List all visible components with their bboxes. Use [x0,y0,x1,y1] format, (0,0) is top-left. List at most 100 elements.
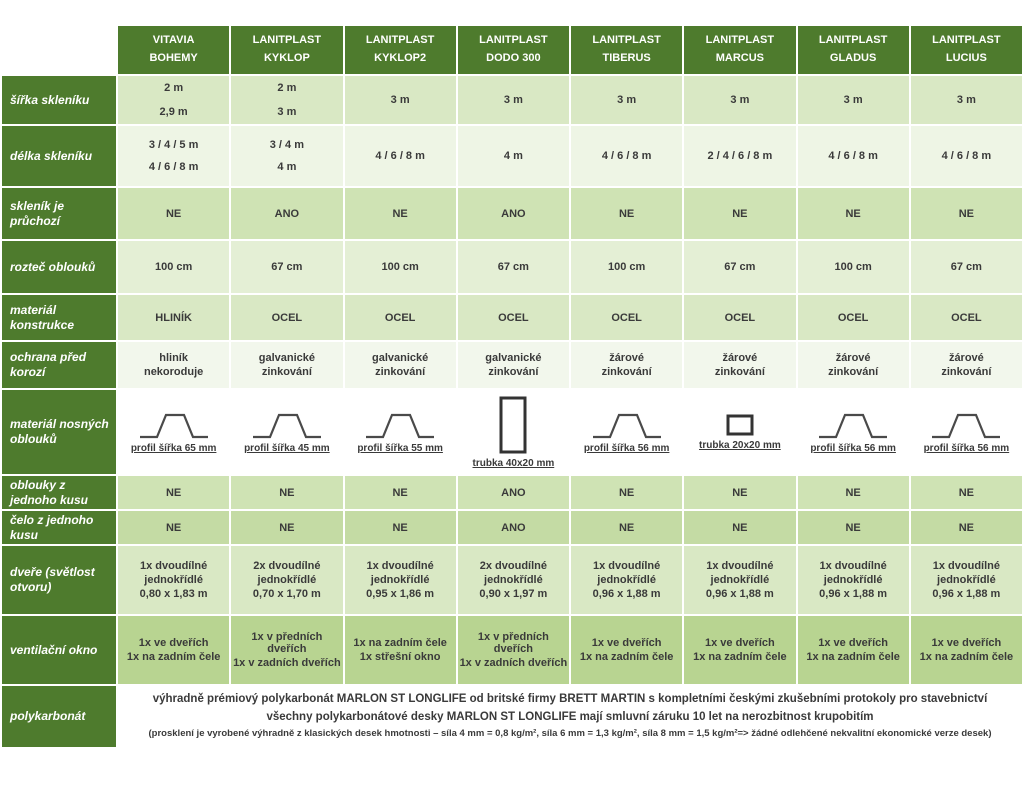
cell-content: NE [911,208,1022,220]
cell-line: NE [958,486,975,499]
table-cell: 1x ve dveřích 1x na zadním čele [908,614,1024,686]
cell-content: žárové zinkování [571,352,682,378]
table-cell: NE [908,186,1024,241]
table-cell: 2x dvoudílné jednokřídlé 0,70 x 1,70 m [229,544,345,616]
table-cell: profil šířka 45 mm [229,388,345,476]
cell-line: 3 m [956,94,976,106]
table-cell: ANO [455,186,572,241]
row-label: dveře (světlost otvoru) [0,544,118,616]
table-cell: OCEL [908,293,1024,342]
cell-content: profil šířka 56 mm [571,410,682,454]
cell-content: OCEL [345,312,456,324]
cell-line: zinkování [714,366,765,378]
cell-line: 67 cm [950,261,982,273]
table-row-polycarbonate: polykarbonát výhradně prémiový polykarbon… [0,684,1024,749]
cell-line: OCEL [837,311,869,324]
cell-content: ANO [231,208,342,220]
cell-line: 3 m [277,106,297,118]
row-label: materiál nosných oblouků [0,388,118,476]
cell-content: 3 m [571,94,682,106]
hat-profile-icon [819,413,888,439]
cell-content: NE [911,522,1022,534]
cell-line: NE [958,207,975,220]
row-label: ventilační okno [0,614,118,686]
table-cell: OCEL [229,293,345,342]
table-cell: 2 m 2,9 m [115,74,232,126]
cell-line: 1x na zadním čele [353,637,447,649]
table-row: materiál nosných oblouků profil šířka 65 … [0,388,1024,476]
cell-line: 4 m [277,161,297,173]
row-label: šířka skleníku [0,74,118,126]
row-label: čelo z jednoho kusu [0,509,118,546]
table-cell: OCEL [568,293,685,342]
cell-content: 4 / 6 / 8 m [798,150,909,162]
table-cell: NE [115,474,232,511]
cell-line: žárové [722,352,758,364]
table-cell: NE [908,509,1024,546]
cell-line: jednokřídlé [370,574,430,586]
table-cell: ANO [229,186,345,241]
cell-content: 3 m [798,94,909,106]
cell-line: 1x dvoudílné [706,560,774,572]
cell-line: zinkování [261,366,312,378]
cell-content: 2 / 4 / 6 / 8 m [684,150,795,162]
cell-line: 0,95 x 1,86 m [366,588,435,600]
cell-content: ANO [458,487,569,499]
cell-line: zinkování [375,366,426,378]
cell-line: 2 / 4 / 6 / 8 m [707,150,773,162]
column-header: LANITPLAST DODO 300 [455,24,572,76]
column-header: LANITPLAST TIBERUS [568,24,685,76]
comparison-table: VITAVIA BOHEMY LANITPLAST KYKLOP LANITPLAST K… [0,24,1024,749]
cell-line: OCEL [611,311,642,324]
profile-caption: profil šířka 55 mm [357,443,443,454]
cell-line: 0,96 x 1,88 m [592,588,661,600]
cell-line: 3 m [390,94,410,106]
cell-content: 1x dvoudílné jednokřídlé 0,96 x 1,88 m [684,560,795,600]
table-cell: žárové zinkování [795,340,911,390]
table-cell: 4 / 6 / 8 m [908,124,1024,188]
cell-line: 2 m [164,82,184,94]
hat-profile-icon [252,413,321,439]
cell-content: NE [684,208,795,220]
cell-line: žárové [609,352,645,364]
table-cell: 67 cm [908,239,1024,295]
column-header: VITAVIA BOHEMY [115,24,232,76]
table-cell: 4 / 6 / 8 m [795,124,911,188]
hat-profile-icon [366,413,435,439]
table-cell: profil šířka 56 mm [568,388,685,476]
model-name: MARCUS [715,52,765,64]
table-cell: NE [568,474,685,511]
cell-content: HLINÍK [118,312,229,324]
cell-line: 100 cm [607,261,646,273]
cell-content: 3 / 4 m 4 m [231,139,342,173]
brand-name: LANITPLAST [592,34,661,47]
cell-line: NE [392,521,408,534]
cell-content: OCEL [911,312,1022,324]
cell-line: 67 cm [497,261,529,273]
cell-line: jednokřídlé [597,574,656,586]
cell-line: galvanické [258,352,315,364]
cell-line: 1x dvoudílné [366,560,434,572]
table-header: VITAVIA BOHEMY LANITPLAST KYKLOP LANITPLAST K… [0,24,1024,76]
table-cell: NE [908,474,1024,511]
cell-line: 2 m [277,82,297,94]
cell-content: profil šířka 55 mm [345,410,456,454]
table-cell: NE [682,474,798,511]
table-cell: 67 cm [229,239,345,295]
cell-content: 2x dvoudílné jednokřídlé 0,70 x 1,70 m [231,560,342,600]
table-cell: 1x v předních dveřích 1x v zadních dveříc… [229,614,345,686]
table-body: šířka skleníku 2 m 2,9 m 2 m 3 m 3 m 3 m 3 m 3 m… [0,74,1024,749]
table-cell: OCEL [455,293,572,342]
cell-line: 1x dvoudílné [819,560,887,572]
cell-content: 3 m [345,94,456,106]
cell-line: 1x v předních dveřích [477,631,549,655]
cell-line: NE [618,207,635,220]
model-name: GLADUS [829,52,877,64]
cell-line: 1x dvoudílné [593,560,661,572]
table-cell: OCEL [342,293,458,342]
cell-content: 67 cm [231,261,342,273]
cell-content: NE [345,208,456,220]
corner-cell [0,24,118,76]
table-cell: NE [115,509,232,546]
